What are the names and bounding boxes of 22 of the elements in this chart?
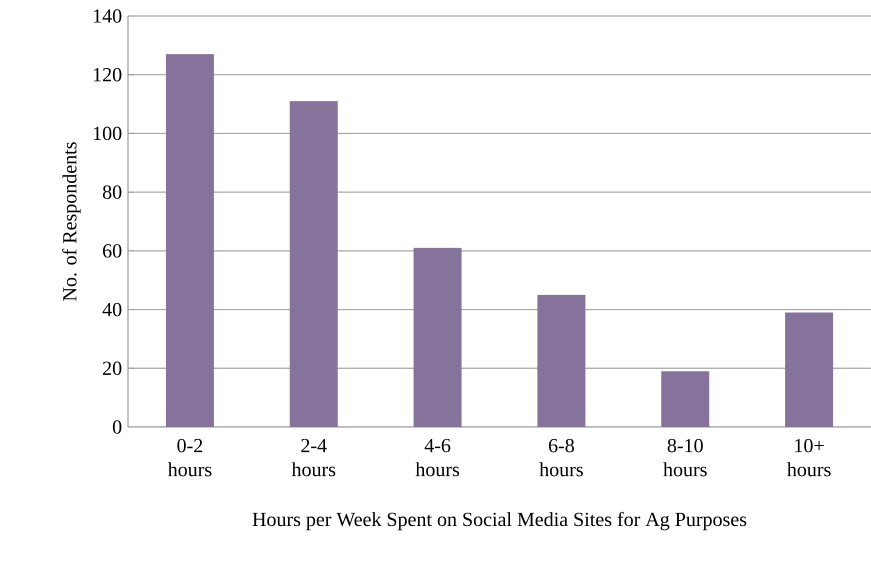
y-tick-label: 120 <box>94 68 122 82</box>
y-tick-label: 80 <box>102 185 122 199</box>
x-tick-label: 10+ hours <box>787 438 831 476</box>
bar <box>537 294 586 427</box>
bar <box>414 248 462 427</box>
x-tick-label: 4-6 hours <box>416 438 460 476</box>
y-tick-label: 140 <box>94 9 122 23</box>
x-axis-title: Hours per Week Spent on Social Media Sites for Ag Purposes <box>252 512 746 530</box>
x-tick-label: 2-4 hours <box>292 438 336 476</box>
x-tick-label: 0-2 hours <box>168 438 212 476</box>
y-tick-label: 60 <box>103 244 122 258</box>
bar <box>785 312 834 427</box>
bar <box>661 371 710 427</box>
y-tick-label: 20 <box>103 362 122 376</box>
x-tick-label: 8-10 hours <box>663 438 707 476</box>
y-tick-label: 40 <box>102 302 122 316</box>
y-axis-title: No. of Respondents <box>62 142 81 301</box>
bar <box>166 54 214 427</box>
bar <box>290 101 338 427</box>
y-tick-label: 0 <box>112 420 122 434</box>
y-tick-label: 100 <box>94 126 122 140</box>
x-tick-label: 6-8 hours <box>539 438 583 476</box>
